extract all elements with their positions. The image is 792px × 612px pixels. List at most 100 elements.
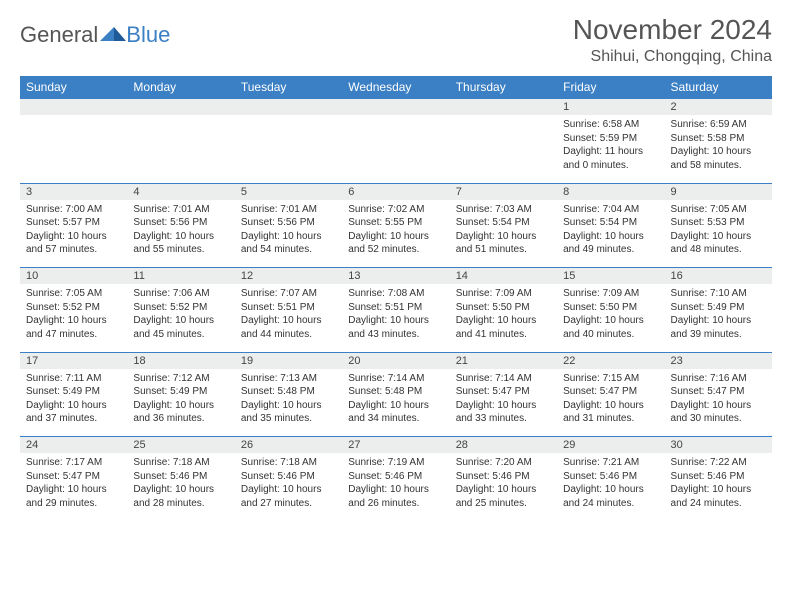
daylight-text: Daylight: 10 hours and 36 minutes.: [133, 399, 228, 426]
day-data-cell: Sunrise: 7:05 AMSunset: 5:53 PMDaylight:…: [665, 200, 772, 268]
sunset-text: Sunset: 5:47 PM: [563, 385, 658, 399]
sunrise-text: Sunrise: 7:05 AM: [671, 203, 766, 217]
sunset-text: Sunset: 5:49 PM: [133, 385, 228, 399]
day-data-cell: Sunrise: 7:14 AMSunset: 5:48 PMDaylight:…: [342, 369, 449, 437]
weekday-header: Thursday: [450, 76, 557, 99]
daylight-text: Daylight: 10 hours and 27 minutes.: [241, 483, 336, 510]
sunrise-text: Sunrise: 7:10 AM: [671, 287, 766, 301]
day-number-cell: 17: [20, 352, 127, 369]
sunset-text: Sunset: 5:46 PM: [348, 470, 443, 484]
day-number-cell: 10: [20, 268, 127, 285]
day-data-cell: Sunrise: 7:20 AMSunset: 5:46 PMDaylight:…: [450, 453, 557, 521]
day-number-cell: 27: [342, 437, 449, 454]
daylight-text: Daylight: 10 hours and 33 minutes.: [456, 399, 551, 426]
sunset-text: Sunset: 5:53 PM: [671, 216, 766, 230]
day-data-cell: [342, 115, 449, 183]
daylight-text: Daylight: 10 hours and 41 minutes.: [456, 314, 551, 341]
daylight-text: Daylight: 10 hours and 55 minutes.: [133, 230, 228, 257]
sunset-text: Sunset: 5:46 PM: [241, 470, 336, 484]
sunrise-text: Sunrise: 7:02 AM: [348, 203, 443, 217]
day-number-cell: 25: [127, 437, 234, 454]
sunrise-text: Sunrise: 6:59 AM: [671, 118, 766, 132]
brand-part1: General: [20, 22, 98, 48]
day-number-cell: [20, 99, 127, 116]
day-number-cell: 4: [127, 183, 234, 200]
daylight-text: Daylight: 10 hours and 40 minutes.: [563, 314, 658, 341]
sunset-text: Sunset: 5:59 PM: [563, 132, 658, 146]
daylight-text: Daylight: 10 hours and 39 minutes.: [671, 314, 766, 341]
day-data-cell: Sunrise: 7:13 AMSunset: 5:48 PMDaylight:…: [235, 369, 342, 437]
day-number-cell: 6: [342, 183, 449, 200]
daylight-text: Daylight: 10 hours and 26 minutes.: [348, 483, 443, 510]
day-data-cell: Sunrise: 7:08 AMSunset: 5:51 PMDaylight:…: [342, 284, 449, 352]
day-number-cell: 15: [557, 268, 664, 285]
day-number-cell: 7: [450, 183, 557, 200]
day-number-cell: 29: [557, 437, 664, 454]
day-number-row: 24252627282930: [20, 437, 772, 454]
sunrise-text: Sunrise: 7:08 AM: [348, 287, 443, 301]
day-data-cell: [450, 115, 557, 183]
daylight-text: Daylight: 10 hours and 29 minutes.: [26, 483, 121, 510]
sunrise-text: Sunrise: 7:11 AM: [26, 372, 121, 386]
weekday-header: Tuesday: [235, 76, 342, 99]
sunset-text: Sunset: 5:51 PM: [241, 301, 336, 315]
day-data-cell: Sunrise: 7:04 AMSunset: 5:54 PMDaylight:…: [557, 200, 664, 268]
sunrise-text: Sunrise: 7:14 AM: [456, 372, 551, 386]
sunrise-text: Sunrise: 7:07 AM: [241, 287, 336, 301]
sunset-text: Sunset: 5:46 PM: [456, 470, 551, 484]
daylight-text: Daylight: 10 hours and 31 minutes.: [563, 399, 658, 426]
title-block: November 2024 Shihui, Chongqing, China: [573, 14, 772, 66]
sunrise-text: Sunrise: 6:58 AM: [563, 118, 658, 132]
sunrise-text: Sunrise: 7:21 AM: [563, 456, 658, 470]
sunrise-text: Sunrise: 7:14 AM: [348, 372, 443, 386]
day-data-row: Sunrise: 7:17 AMSunset: 5:47 PMDaylight:…: [20, 453, 772, 521]
day-number-cell: 23: [665, 352, 772, 369]
header: General Blue November 2024 Shihui, Chong…: [20, 14, 772, 66]
daylight-text: Daylight: 10 hours and 48 minutes.: [671, 230, 766, 257]
location-text: Shihui, Chongqing, China: [573, 48, 772, 66]
day-number-cell: 8: [557, 183, 664, 200]
day-number-cell: 19: [235, 352, 342, 369]
sunrise-text: Sunrise: 7:15 AM: [563, 372, 658, 386]
month-title: November 2024: [573, 14, 772, 46]
day-number-cell: 22: [557, 352, 664, 369]
daylight-text: Daylight: 10 hours and 37 minutes.: [26, 399, 121, 426]
sunrise-text: Sunrise: 7:00 AM: [26, 203, 121, 217]
day-number-cell: [342, 99, 449, 116]
sunrise-text: Sunrise: 7:13 AM: [241, 372, 336, 386]
day-data-cell: Sunrise: 7:07 AMSunset: 5:51 PMDaylight:…: [235, 284, 342, 352]
sunrise-text: Sunrise: 7:19 AM: [348, 456, 443, 470]
sunrise-text: Sunrise: 7:16 AM: [671, 372, 766, 386]
day-data-cell: Sunrise: 7:15 AMSunset: 5:47 PMDaylight:…: [557, 369, 664, 437]
day-data-cell: Sunrise: 7:18 AMSunset: 5:46 PMDaylight:…: [127, 453, 234, 521]
sunrise-text: Sunrise: 7:18 AM: [133, 456, 228, 470]
day-data-cell: Sunrise: 7:09 AMSunset: 5:50 PMDaylight:…: [450, 284, 557, 352]
day-number-cell: 28: [450, 437, 557, 454]
day-number-cell: [127, 99, 234, 116]
weekday-header: Monday: [127, 76, 234, 99]
sunrise-text: Sunrise: 7:09 AM: [563, 287, 658, 301]
day-number-row: 3456789: [20, 183, 772, 200]
day-data-cell: Sunrise: 7:03 AMSunset: 5:54 PMDaylight:…: [450, 200, 557, 268]
sunset-text: Sunset: 5:57 PM: [26, 216, 121, 230]
daylight-text: Daylight: 10 hours and 34 minutes.: [348, 399, 443, 426]
sunset-text: Sunset: 5:56 PM: [241, 216, 336, 230]
daylight-text: Daylight: 10 hours and 49 minutes.: [563, 230, 658, 257]
sunrise-text: Sunrise: 7:03 AM: [456, 203, 551, 217]
day-number-cell: [450, 99, 557, 116]
day-number-cell: 14: [450, 268, 557, 285]
day-number-cell: 2: [665, 99, 772, 116]
day-data-cell: Sunrise: 7:10 AMSunset: 5:49 PMDaylight:…: [665, 284, 772, 352]
day-data-cell: Sunrise: 7:19 AMSunset: 5:46 PMDaylight:…: [342, 453, 449, 521]
logo-triangle-icon: [100, 23, 126, 41]
day-number-cell: 20: [342, 352, 449, 369]
brand-logo: General Blue: [20, 14, 170, 48]
day-data-cell: Sunrise: 7:17 AMSunset: 5:47 PMDaylight:…: [20, 453, 127, 521]
daylight-text: Daylight: 10 hours and 24 minutes.: [671, 483, 766, 510]
day-number-cell: 30: [665, 437, 772, 454]
daylight-text: Daylight: 11 hours and 0 minutes.: [563, 145, 658, 172]
sunset-text: Sunset: 5:46 PM: [133, 470, 228, 484]
sunset-text: Sunset: 5:46 PM: [671, 470, 766, 484]
calendar-table: Sunday Monday Tuesday Wednesday Thursday…: [20, 76, 772, 521]
day-number-cell: 18: [127, 352, 234, 369]
